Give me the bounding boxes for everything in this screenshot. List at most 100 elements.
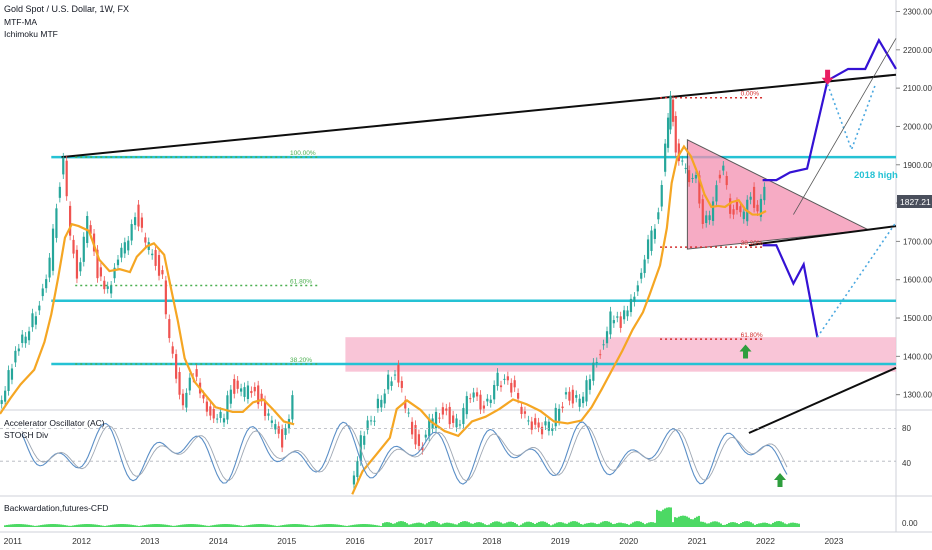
backwardation-bar <box>162 524 164 527</box>
backwardation-bar <box>40 525 42 527</box>
backwardation-bar <box>388 522 390 527</box>
backwardation-bar <box>176 525 178 527</box>
price-2016-2022-candle <box>725 176 728 186</box>
backwardation-bar <box>298 524 300 527</box>
backwardation-bar <box>36 525 38 527</box>
price-2011-2015-candle <box>219 411 222 418</box>
price-2016-2022-candle <box>554 407 557 427</box>
price-2016-2022-candle <box>629 298 633 313</box>
backwardation-bar <box>208 525 210 527</box>
price-2016-2022-candle <box>605 331 609 344</box>
x-tick-label: 2018 <box>482 536 501 546</box>
backwardation-bar <box>224 524 226 527</box>
backwardation-bar <box>54 524 56 527</box>
price-tick-label: 1700.00 <box>903 237 932 246</box>
price-2011-2015-candle <box>113 267 116 279</box>
backwardation-bar <box>746 521 748 527</box>
x-tick-label: 2014 <box>209 536 228 546</box>
backwardation-bar <box>14 524 16 527</box>
price-2011-2015-candle <box>38 305 41 311</box>
price-2016-2022-candle <box>595 362 598 364</box>
price-2011-2015-candle <box>274 424 277 430</box>
backwardation-bar <box>532 522 534 527</box>
price-2016-2022-candle <box>363 435 366 445</box>
price-2011-2015-candle <box>178 371 181 395</box>
backwardation-bar <box>724 524 726 527</box>
backwardation-bar <box>134 525 136 527</box>
price-2011-2015-candle <box>284 428 287 435</box>
target-thin-line <box>793 38 897 215</box>
price-2016-2022-candle <box>517 392 520 399</box>
price-tick-label: 1300.00 <box>903 391 932 400</box>
backwardation-bar <box>480 522 482 527</box>
price-2016-2022-candle <box>612 320 615 324</box>
backwardation-bar <box>438 523 440 527</box>
backwardation-bar <box>630 523 632 527</box>
backwardation-bar <box>488 524 490 527</box>
backwardation-bar <box>658 510 660 527</box>
price-2011-2015-candle <box>171 346 174 354</box>
backwardation-bar <box>720 523 722 527</box>
price-2011-2015-candle <box>243 387 246 397</box>
backwardation-bar <box>788 523 790 527</box>
backwardation-bar <box>362 524 364 527</box>
price-2016-2022-candle <box>671 99 675 122</box>
backwardation-bar <box>690 519 692 527</box>
x-tick-label: 2016 <box>346 536 365 546</box>
backwardation-bar <box>474 522 476 527</box>
price-2016-2022-candle <box>568 391 571 401</box>
backwardation-bar <box>250 524 252 527</box>
price-2011-2015-candle <box>123 242 126 254</box>
price-2011-2015-candle <box>281 429 284 448</box>
backwardation-bar <box>518 525 520 527</box>
osc-label-stoch: STOCH Div <box>4 430 49 440</box>
symmetrical-triangle <box>686 139 871 250</box>
backwardation-bar <box>316 525 318 527</box>
backwardation-bar <box>680 515 682 527</box>
backwardation-bar <box>350 525 352 527</box>
backwardation-bar <box>406 523 408 527</box>
backwardation-bar <box>118 524 120 527</box>
backwardation-bar <box>356 524 358 527</box>
price-2016-2022-candle <box>669 95 672 130</box>
backwardation-bar <box>122 524 124 527</box>
backwardation-bar <box>342 525 344 527</box>
price-2016-2022-moving-average <box>351 144 767 495</box>
backwardation-bar <box>172 525 174 527</box>
backwardation-bar <box>796 523 798 527</box>
price-2016-2022-candle <box>410 421 414 435</box>
backwardation-bar <box>262 524 264 527</box>
price-2016-2022-candle <box>616 316 619 318</box>
backwardation-bar <box>634 521 636 527</box>
backwardation-bar <box>258 524 260 527</box>
price-2016-2022-candle <box>482 405 486 409</box>
backwardation-bar <box>412 523 414 527</box>
price-2016-2022-candle <box>677 143 680 162</box>
price-2011-2015-candle <box>110 285 113 294</box>
price-2011-2015-candle <box>82 236 85 262</box>
price-2011-2015-candle <box>137 204 140 227</box>
backwardation-bar <box>460 522 462 527</box>
backwardation-bar <box>240 525 242 527</box>
price-2016-2022-candle <box>390 381 393 386</box>
indicator-ichimoku: Ichimoku MTF <box>4 29 58 39</box>
price-2016-2022-candle <box>547 421 550 431</box>
backwardation-bar <box>10 524 12 527</box>
backwardation-bar <box>178 525 180 527</box>
price-2011-2015-candle <box>116 259 120 266</box>
backwardation-bar <box>542 521 544 527</box>
backwardation-bar <box>296 524 298 527</box>
price-tick-label: 1400.00 <box>903 352 932 361</box>
backwardation-bar <box>774 521 776 527</box>
backwardation-bar <box>234 524 236 527</box>
backwardation-bar <box>684 515 686 527</box>
backwardation-bar <box>478 522 480 527</box>
price-2016-2022-candle <box>448 406 451 425</box>
price-2011-2015-candle <box>216 418 219 420</box>
backwardation-bar <box>248 524 250 527</box>
price-2011-2015-candle <box>151 253 154 256</box>
backwardation-bar <box>328 524 330 527</box>
osc-label-ac: Accelerator Oscillator (AC) <box>4 418 105 428</box>
price-2016-2022-candle <box>493 384 496 400</box>
price-2011-2015-candle <box>51 228 55 271</box>
